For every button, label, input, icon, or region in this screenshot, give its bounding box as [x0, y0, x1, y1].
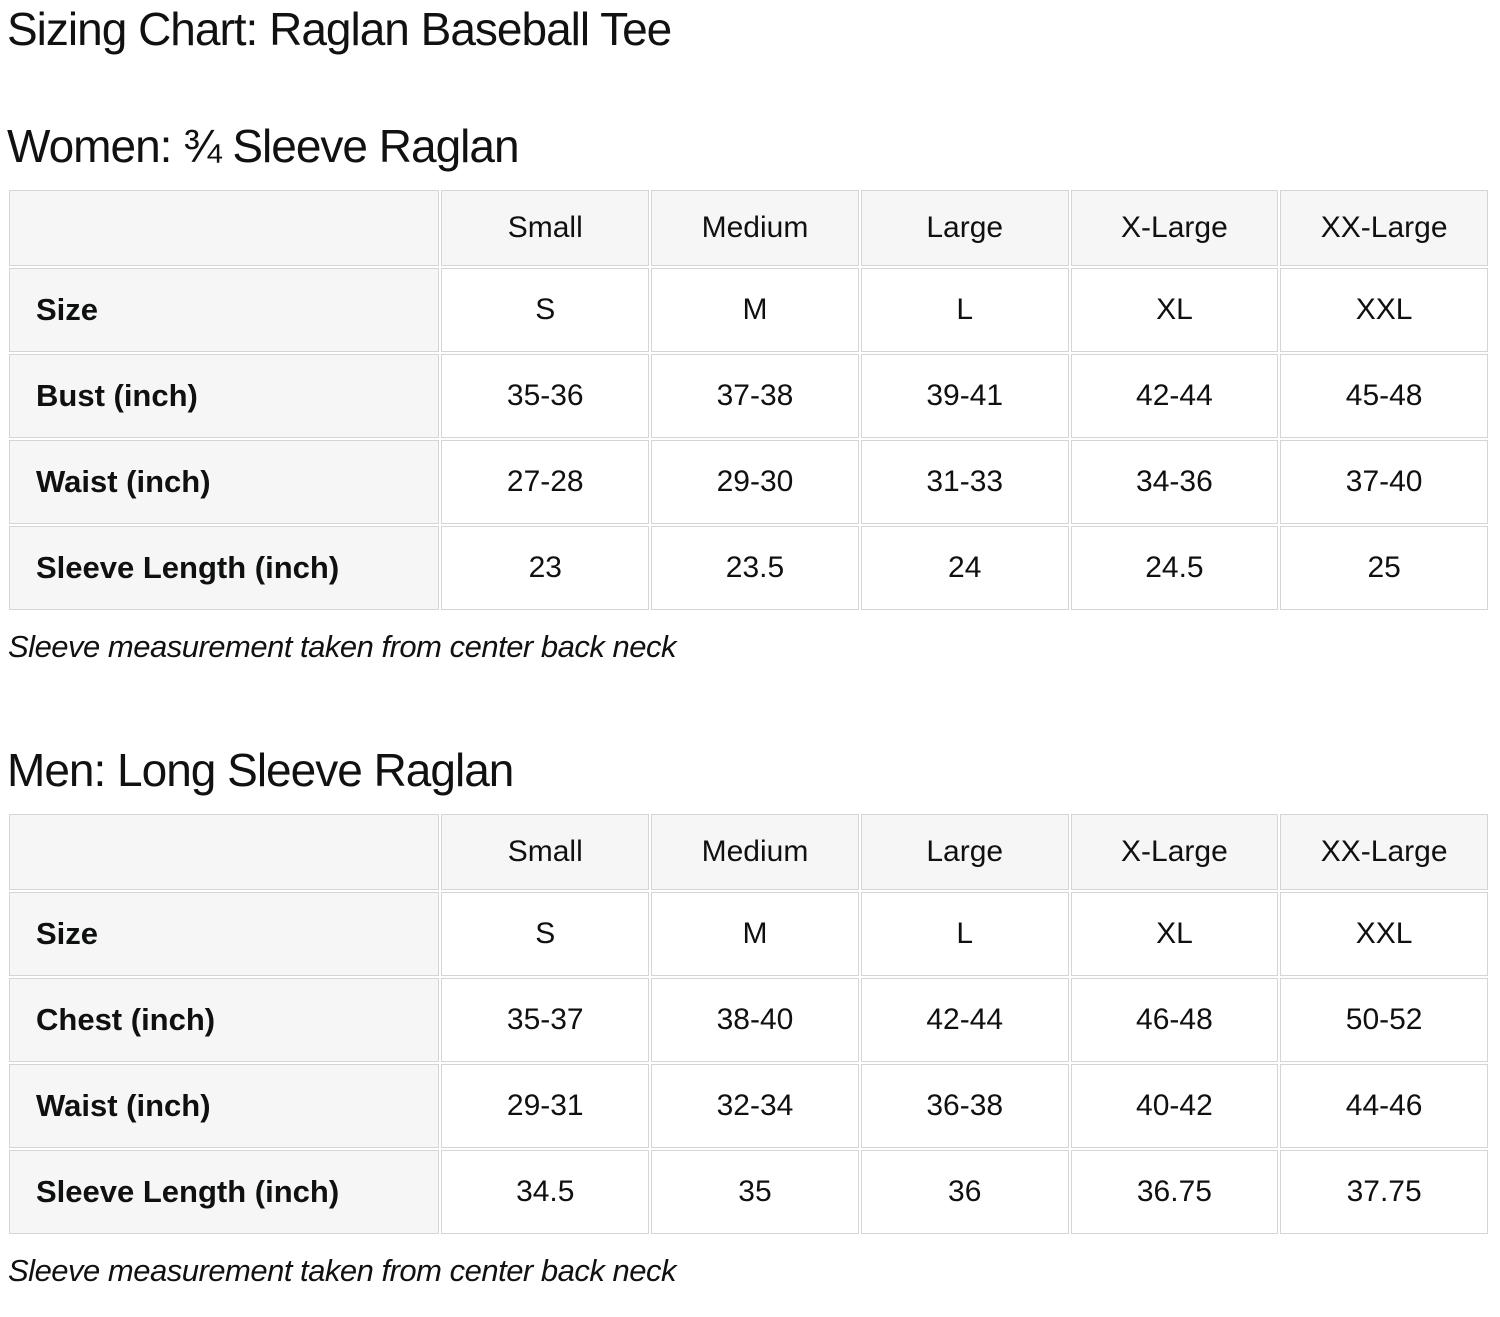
sizing-chart-page: Sizing Chart: Raglan Baseball Tee Women:…	[7, 2, 1490, 1291]
table-row-waist: Waist (inch) 27-28 29-30 31-33 34-36 37-…	[9, 440, 1488, 525]
table-cell: 37-40	[1280, 440, 1488, 525]
table-cell: 24.5	[1070, 526, 1279, 611]
table-cell: 25	[1280, 526, 1488, 611]
row-label-size: Size	[9, 268, 440, 353]
corner-empty-cell	[9, 814, 440, 891]
row-label-chest: Chest (inch)	[9, 978, 440, 1063]
column-header-xlarge: X-Large	[1070, 190, 1279, 267]
row-label-waist: Waist (inch)	[9, 1064, 440, 1149]
row-label-waist: Waist (inch)	[9, 440, 440, 525]
women-sizing-table: Small Medium Large X-Large XX-Large Size…	[7, 188, 1490, 612]
table-cell: 45-48	[1280, 354, 1488, 439]
page-title: Sizing Chart: Raglan Baseball Tee	[7, 3, 672, 55]
table-cell: 46-48	[1070, 978, 1279, 1063]
table-cell: 39-41	[860, 354, 1069, 439]
table-cell: 23	[441, 526, 650, 611]
table-cell: XXL	[1280, 268, 1488, 353]
women-section-heading: Women: ¾ Sleeve Raglan	[7, 120, 520, 173]
table-cell: 24	[860, 526, 1069, 611]
men-section: Men: Long Sleeve Raglan Small Medium Lar…	[7, 743, 1490, 1291]
men-section-heading: Men: Long Sleeve Raglan	[7, 744, 514, 797]
table-cell: 29-30	[651, 440, 859, 525]
table-cell: XL	[1070, 892, 1279, 977]
table-cell: S	[441, 892, 650, 977]
table-cell: S	[441, 268, 650, 353]
table-cell: 36	[860, 1150, 1069, 1235]
row-label-size: Size	[9, 892, 440, 977]
table-row-size: Size S M L XL XXL	[9, 892, 1488, 977]
table-row-waist: Waist (inch) 29-31 32-34 36-38 40-42 44-…	[9, 1064, 1488, 1149]
table-cell: 31-33	[860, 440, 1069, 525]
table-cell: 36-38	[860, 1064, 1069, 1149]
table-cell: 37-38	[651, 354, 859, 439]
women-section: Women: ¾ Sleeve Raglan Small Medium Larg…	[7, 119, 1490, 667]
table-cell: 50-52	[1280, 978, 1488, 1063]
column-header-large: Large	[860, 190, 1069, 267]
column-header-xxlarge: XX-Large	[1280, 190, 1488, 267]
table-cell: 35-37	[441, 978, 650, 1063]
table-cell: 40-42	[1070, 1064, 1279, 1149]
men-sizing-table: Small Medium Large X-Large XX-Large Size…	[7, 812, 1490, 1236]
table-cell: 36.75	[1070, 1150, 1279, 1235]
header-row: Small Medium Large X-Large XX-Large	[9, 814, 1488, 891]
table-row-sleeve-length: Sleeve Length (inch) 23 23.5 24 24.5 25	[9, 526, 1488, 611]
table-cell: 35	[651, 1150, 859, 1235]
table-row-chest: Chest (inch) 35-37 38-40 42-44 46-48 50-…	[9, 978, 1488, 1063]
table-row-sleeve-length: Sleeve Length (inch) 34.5 35 36 36.75 37…	[9, 1150, 1488, 1235]
header-row: Small Medium Large X-Large XX-Large	[9, 190, 1488, 267]
column-header-small: Small	[441, 814, 650, 891]
table-cell: 23.5	[651, 526, 859, 611]
column-header-xlarge: X-Large	[1070, 814, 1279, 891]
table-cell: 42-44	[1070, 354, 1279, 439]
table-cell: 38-40	[651, 978, 859, 1063]
table-cell: 42-44	[860, 978, 1069, 1063]
row-label-sleeve-length: Sleeve Length (inch)	[9, 1150, 440, 1235]
column-header-medium: Medium	[651, 190, 859, 267]
table-cell: 37.75	[1280, 1150, 1488, 1235]
corner-empty-cell	[9, 190, 440, 267]
table-row-bust: Bust (inch) 35-36 37-38 39-41 42-44 45-4…	[9, 354, 1488, 439]
table-cell: 35-36	[441, 354, 650, 439]
column-header-medium: Medium	[651, 814, 859, 891]
table-cell: 34-36	[1070, 440, 1279, 525]
table-cell: M	[651, 892, 859, 977]
sleeve-measurement-note: Sleeve measurement taken from center bac…	[8, 629, 676, 665]
table-cell: L	[860, 892, 1069, 977]
table-cell: M	[651, 268, 859, 353]
table-cell: L	[860, 268, 1069, 353]
column-header-xxlarge: XX-Large	[1280, 814, 1488, 891]
table-cell: 29-31	[441, 1064, 650, 1149]
column-header-large: Large	[860, 814, 1069, 891]
sleeve-measurement-note: Sleeve measurement taken from center bac…	[8, 1253, 676, 1289]
column-header-small: Small	[441, 190, 650, 267]
row-label-sleeve-length: Sleeve Length (inch)	[9, 526, 440, 611]
table-cell: 32-34	[651, 1064, 859, 1149]
table-cell: XL	[1070, 268, 1279, 353]
table-cell: 34.5	[441, 1150, 650, 1235]
table-cell: 44-46	[1280, 1064, 1488, 1149]
table-cell: 27-28	[441, 440, 650, 525]
table-row-size: Size S M L XL XXL	[9, 268, 1488, 353]
row-label-bust: Bust (inch)	[9, 354, 440, 439]
table-cell: XXL	[1280, 892, 1488, 977]
